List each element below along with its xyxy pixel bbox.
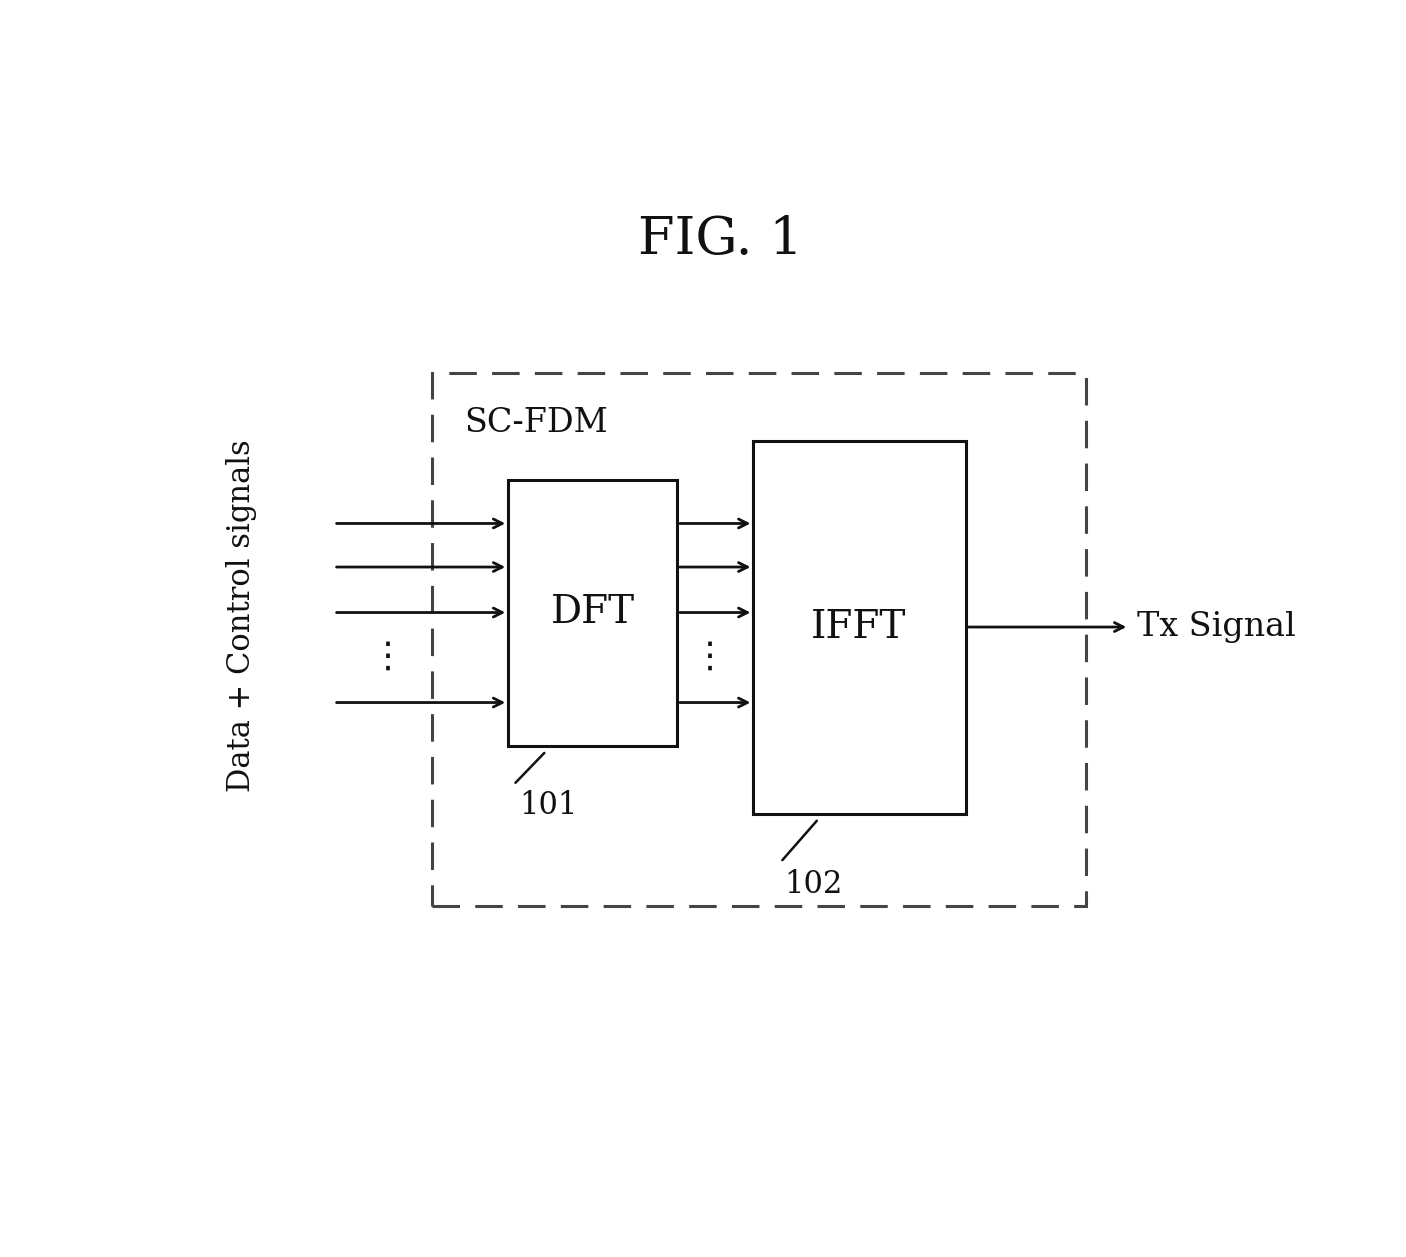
Text: 101: 101 [519,789,578,821]
Text: ⋮: ⋮ [370,640,406,674]
Bar [432,373,1085,906]
Text: DFT: DFT [551,595,634,631]
Text: 102: 102 [783,869,842,900]
Bar [508,480,678,747]
Text: Tx Signal: Tx Signal [1137,611,1295,644]
Text: Data + Control signals: Data + Control signals [225,439,257,792]
Text: ⋮: ⋮ [692,640,728,674]
Text: IFFT: IFFT [811,608,907,646]
Text: FIG. 1: FIG. 1 [638,214,803,265]
Bar [754,441,966,813]
Text: SC-FDM: SC-FDM [464,407,609,440]
